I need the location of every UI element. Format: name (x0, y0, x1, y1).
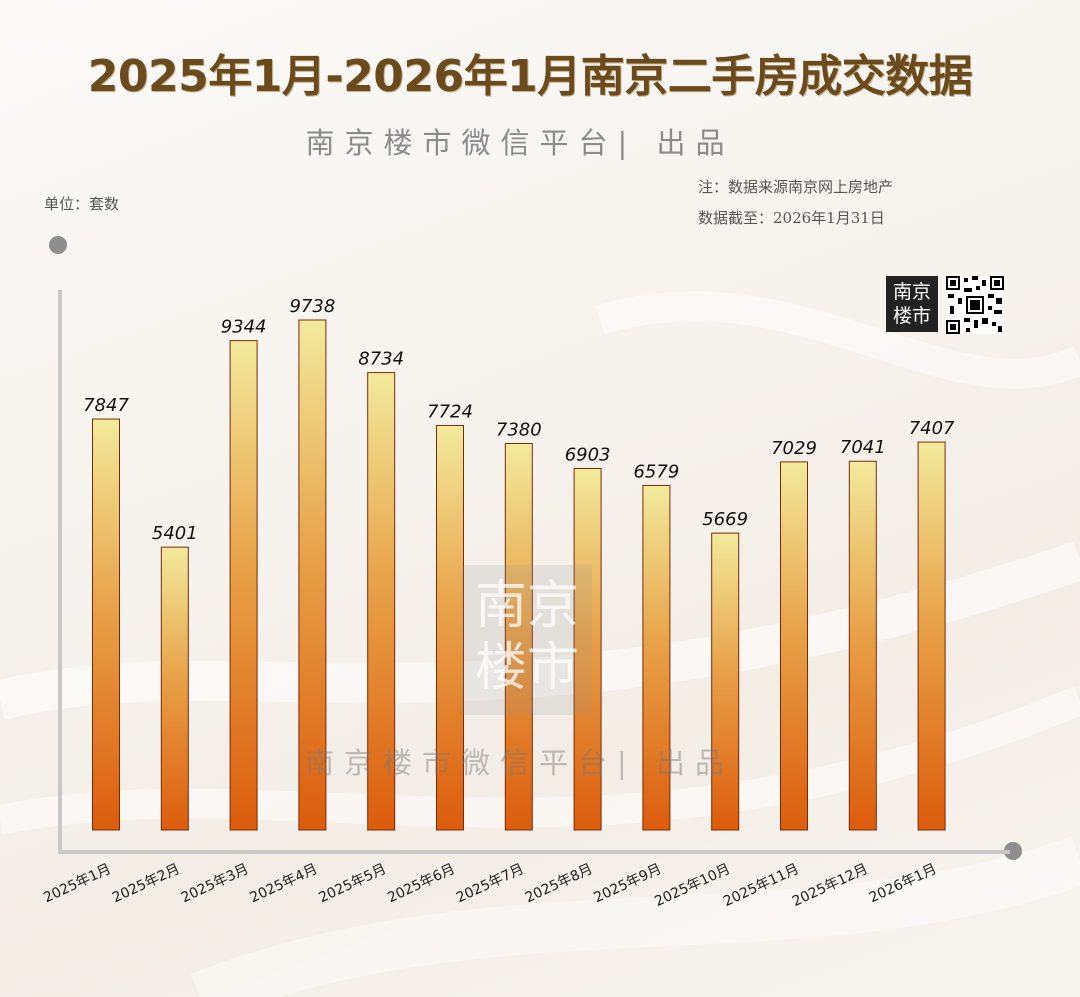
x-tick-label-13: 2026年1月 (867, 861, 940, 906)
bar-11 (780, 461, 808, 831)
qr-code (946, 276, 1004, 334)
bar-8 (573, 467, 602, 831)
x-tick-label-3: 2025年3月 (179, 861, 252, 906)
x-tick-label-6: 2025年6月 (385, 861, 458, 906)
watermark-line-2: 楼市 (474, 638, 579, 698)
date-note: 数据截至：2026年1月31日 (698, 209, 885, 227)
value-label-2: 5401 (152, 523, 198, 544)
value-label-13: 7407 (909, 418, 955, 439)
x-tick-label-7: 2025年7月 (454, 861, 527, 906)
bar-13 (917, 441, 946, 831)
bar-5 (367, 372, 396, 831)
x-tick-label-12: 2025年12月 (790, 861, 871, 910)
bar-12 (848, 460, 877, 831)
value-label-11: 7029 (771, 438, 817, 459)
value-label-6: 7724 (427, 401, 473, 422)
value-label-9: 6579 (633, 461, 679, 482)
value-label-4: 9738 (289, 296, 335, 317)
x-tick-label-10: 2025年10月 (652, 861, 733, 910)
value-label-3: 9344 (221, 317, 267, 338)
value-label-12: 7041 (840, 437, 886, 458)
chart-title: 2025年1月-2026年1月南京二手房成交数据 (87, 51, 973, 102)
value-label-10: 5669 (702, 509, 748, 530)
axis-top-dot (49, 236, 67, 254)
watermark-line-1: 南京 (474, 576, 579, 636)
value-label-5: 8734 (358, 349, 404, 370)
x-tick-label-2: 2025年2月 (110, 861, 183, 906)
logo-line-2: 楼市 (892, 305, 931, 327)
bar-1 (92, 418, 120, 831)
chart-subtitle: 南京楼市微信平台| 出品 (305, 126, 735, 160)
x-tick-labels: 2025年1月2025年2月2025年3月2025年4月2025年5月2025年… (41, 861, 939, 910)
source-note: 注：数据来源南京网上房地产 (698, 178, 894, 196)
bar-9 (642, 484, 671, 831)
x-tick-label-11: 2025年11月 (721, 861, 802, 910)
bar-7 (504, 442, 533, 831)
x-tick-label-8: 2025年8月 (523, 861, 596, 906)
logo-line-1: 南京 (892, 281, 931, 303)
value-label-7: 7380 (496, 419, 542, 440)
x-tick-label-5: 2025年5月 (316, 861, 389, 906)
unit-label: 单位：套数 (44, 195, 120, 213)
x-tick-label-1: 2025年1月 (41, 861, 114, 906)
bar-6 (436, 424, 464, 831)
bar-4 (298, 319, 327, 831)
x-tick-label-4: 2025年4月 (248, 861, 321, 906)
bar-series (92, 319, 946, 831)
bar-10 (711, 532, 740, 831)
value-label-8: 6903 (565, 444, 611, 465)
axis-end-dot (1004, 842, 1022, 860)
watermark-logo: 南京 楼市 (462, 565, 592, 715)
value-labels: 7847 5401 9344 9738 8734 7724 7380 6903 6579 5669… (83, 296, 955, 544)
bar-3 (229, 340, 258, 831)
brand-logo: 南京 楼市 (886, 276, 938, 332)
value-label-1: 7847 (83, 395, 129, 416)
watermark-credit: 南京楼市微信平台| 出品 (305, 746, 734, 780)
bar-2 (160, 546, 189, 831)
